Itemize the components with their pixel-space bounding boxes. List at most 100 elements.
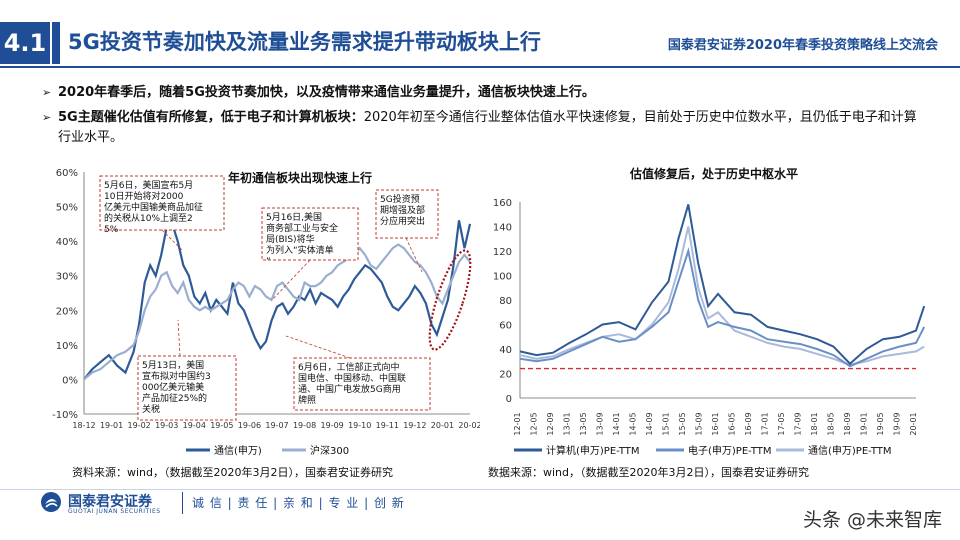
annotation-text-0: 5月6日，美国宣布5月 10日开始将对2000 亿美元中国输美商品加征的关税从10%… bbox=[104, 179, 203, 235]
x-tick-label: 13-01 bbox=[563, 412, 572, 435]
x-tick-label: 14-05 bbox=[629, 412, 638, 435]
chart-title: 年初通信板块出现快速上行 bbox=[228, 170, 372, 185]
x-tick-label: 19-06 bbox=[238, 421, 261, 430]
x-tick-label: 19-09 bbox=[321, 421, 344, 430]
x-tick-label: 19-08 bbox=[293, 421, 316, 430]
company-logo-icon bbox=[41, 492, 61, 512]
x-tick-label: 12-01 bbox=[513, 412, 522, 435]
legend-label-1: 沪深300 bbox=[310, 444, 349, 457]
y-tick-label: 140 bbox=[493, 223, 512, 234]
x-tick-label: 12-09 bbox=[546, 412, 555, 435]
event-name: 国泰君安证券2020年春季投资策略线上交流会 bbox=[667, 38, 938, 53]
x-tick-label: 19-05 bbox=[876, 412, 885, 435]
y-tick-label: 0 bbox=[506, 394, 512, 405]
y-tick-label: 0% bbox=[62, 375, 78, 386]
bullet-2-text: 2020年初至今通信行业整体估值水平快速修复，目前处于历史中位数水平，且仍低于电… bbox=[58, 110, 917, 145]
highlight-ellipse bbox=[428, 249, 472, 351]
series-line-0 bbox=[519, 204, 926, 366]
x-tick-label: 19-02 bbox=[128, 421, 151, 430]
annotation-text-2: 5月16日,美国商务部工业与安全局(BIS)将华为列入“实体清单” bbox=[266, 211, 338, 267]
annotation-text-3: 6月6日，工信部正式向中国电信、中国移动、中国联通、中国广电发放5G商用牌照 bbox=[298, 361, 406, 406]
x-tick-label: 16-05 bbox=[728, 412, 737, 435]
y-tick-label: 20% bbox=[56, 306, 78, 317]
y-tick-label: 20 bbox=[499, 370, 512, 381]
annotation-leader-3 bbox=[285, 335, 351, 359]
chart-telecom-vs-csi300: 60% 50% 40% 30% 20% 10% 0% -10%18-12 19-01 19-02 1… bbox=[52, 168, 480, 457]
x-tick-label: 20-01 bbox=[431, 421, 454, 430]
x-tick-label: 12-05 bbox=[530, 412, 539, 435]
logo-separator bbox=[182, 492, 183, 514]
y-tick-label: 100 bbox=[493, 272, 512, 283]
legend-label-0: 计算机(申万)PE-TTM bbox=[546, 444, 640, 457]
x-tick-label: 19-03 bbox=[155, 421, 178, 430]
y-tick-label: 60% bbox=[56, 168, 78, 179]
page-title: 5G投资节奏加快及流量业务需求提升带动板块上行 bbox=[68, 30, 541, 54]
x-tick-label: 18-05 bbox=[827, 412, 836, 435]
annotation-leader-4 bbox=[405, 237, 423, 273]
series-line-0 bbox=[83, 220, 472, 381]
y-tick-label: 10% bbox=[56, 341, 78, 352]
x-tick-label: 19-12 bbox=[403, 421, 426, 430]
legend-label-2: 通信(申万)PE-TTM bbox=[808, 444, 892, 457]
y-tick-label: 40% bbox=[56, 237, 78, 248]
bullet-2: ➢ 5G主题催化估值有所修复，低于电子和计算机板块：2020年初至今通信行业整体… bbox=[42, 108, 918, 148]
x-tick-label: 13-09 bbox=[596, 412, 605, 435]
x-tick-label: 20-01 bbox=[909, 412, 918, 435]
annotation-text-4: 5G投资预期增强及部分应用突出 bbox=[380, 193, 425, 227]
x-tick-label: 19-10 bbox=[348, 421, 371, 430]
y-tick-label: 120 bbox=[493, 247, 512, 258]
annotation-box-3 bbox=[293, 357, 431, 411]
annotation-box-2 bbox=[261, 207, 359, 261]
x-tick-label: 19-11 bbox=[376, 421, 399, 430]
logo-name-en: GUOTAI JUNAN SECURITIES bbox=[68, 508, 161, 515]
x-tick-label: 19-09 bbox=[893, 412, 902, 435]
x-tick-label: 13-05 bbox=[579, 412, 588, 435]
section-number-badge: 4.1 bbox=[0, 22, 50, 64]
x-tick-label: 16-01 bbox=[711, 412, 720, 435]
annotation-box-1 bbox=[137, 355, 237, 421]
x-tick-label: 19-01 bbox=[860, 412, 869, 435]
bullet-1-text: 2020年春季后，随着5G投资节奏加快，以及疫情带来通信业务量提升，通信板块快速… bbox=[58, 85, 595, 100]
bullet-arrow-icon: ➢ bbox=[42, 86, 52, 99]
title-accent-bar bbox=[52, 22, 60, 64]
x-tick-label: 17-01 bbox=[761, 412, 770, 435]
header-divider bbox=[0, 66, 960, 68]
y-tick-label: 60 bbox=[499, 321, 512, 332]
y-tick-label: 40 bbox=[499, 345, 512, 356]
y-tick-label: 160 bbox=[493, 198, 512, 209]
x-tick-label: 18-01 bbox=[810, 412, 819, 435]
annotation-box-4 bbox=[375, 189, 439, 239]
series-line-1 bbox=[519, 247, 926, 368]
x-tick-label: 14-09 bbox=[645, 412, 654, 435]
x-tick-label: 19-07 bbox=[265, 421, 288, 430]
x-tick-label: 19-04 bbox=[183, 421, 206, 430]
y-tick-label: 80 bbox=[499, 296, 512, 307]
x-tick-label: 17-05 bbox=[777, 412, 786, 435]
series-line-2 bbox=[519, 226, 925, 366]
watermark-text: 头条 @未来智库 bbox=[802, 509, 942, 531]
x-tick-label: 18-09 bbox=[843, 412, 852, 435]
bullet-2-bold: 5G主题催化估值有所修复，低于电子和计算机板块： bbox=[58, 110, 364, 125]
y-tick-label: -10% bbox=[52, 410, 78, 421]
x-tick-label: 15-09 bbox=[695, 412, 704, 435]
x-tick-label: 19-01 bbox=[100, 421, 123, 430]
footer-divider bbox=[0, 489, 960, 490]
x-tick-label: 15-05 bbox=[678, 412, 687, 435]
source-note-left: 资料来源：wind，（数据截至2020年3月2日），国泰君安证券研究 bbox=[72, 466, 393, 479]
bullet-arrow-icon: ➢ bbox=[42, 111, 52, 124]
y-tick-label: 50% bbox=[56, 203, 78, 214]
chart-pe-ttm: 估值修复后，处于历史中枢水平 160 140 120 100 80 60 40 20 012-01… bbox=[493, 166, 926, 457]
chart-title: 估值修复后，处于历史中枢水平 bbox=[629, 166, 798, 181]
x-tick-label: 20-02 bbox=[458, 421, 480, 430]
logo-name-cn: 国泰君安证券 bbox=[68, 494, 152, 510]
x-tick-label: 14-01 bbox=[612, 412, 621, 435]
x-tick-label: 19-05 bbox=[210, 421, 233, 430]
x-tick-label: 15-01 bbox=[662, 412, 671, 435]
x-tick-label: 17-09 bbox=[794, 412, 803, 435]
annotation-text-1: 5月13日，美国宣布拟对中国约3 000亿美元输美产品加征25%的关税 bbox=[142, 359, 211, 415]
x-tick-label: 18-12 bbox=[72, 421, 95, 430]
x-tick-label: 16-09 bbox=[744, 412, 753, 435]
legend-label-0: 通信(申万) bbox=[214, 444, 262, 457]
annotation-leader-2 bbox=[271, 259, 311, 301]
source-note-right: 数据来源：wind，（数据截至2020年3月2日），国泰君安证券研究 bbox=[488, 466, 809, 479]
